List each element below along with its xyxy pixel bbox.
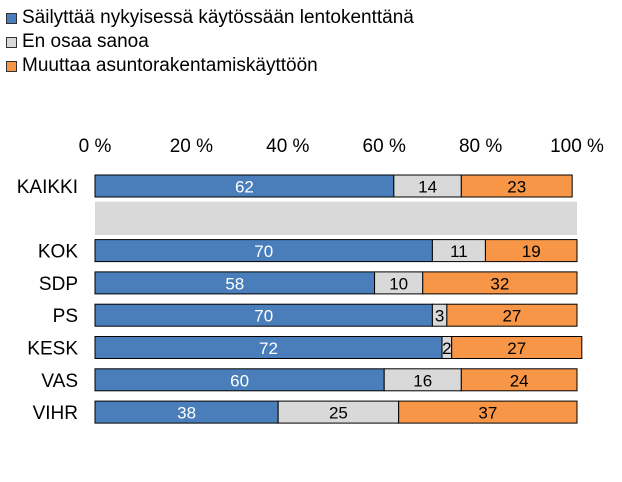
x-tick-label: 80 %	[459, 136, 502, 157]
separator-band	[95, 201, 577, 235]
data-label: 37	[478, 404, 497, 423]
x-tick-label: 20 %	[170, 136, 213, 157]
legend-item-housing: Muuttaa asuntorakentamiskäyttöön	[6, 54, 414, 78]
x-tick-label: 60 %	[363, 136, 406, 157]
data-label: 23	[507, 178, 526, 197]
category-label: VAS	[41, 371, 78, 392]
data-label: 19	[522, 242, 541, 261]
category-label: KOK	[38, 242, 78, 263]
data-label: 60	[230, 371, 249, 390]
bar-segment	[460, 368, 578, 392]
legend-item-unsure: En osaa sanoa	[6, 30, 414, 54]
category-label: PS	[53, 306, 78, 327]
data-label: 58	[225, 274, 244, 293]
x-tick-label: 40 %	[266, 136, 309, 157]
x-tick-label: 0 %	[79, 136, 112, 157]
data-label: 2	[442, 339, 451, 358]
data-label: 14	[418, 178, 437, 197]
category-label: VIHR	[33, 403, 78, 424]
data-label: 32	[490, 274, 509, 293]
data-label: 25	[329, 404, 348, 423]
bar-segment	[460, 174, 573, 198]
legend-swatch-keep	[6, 12, 17, 24]
data-label: 10	[389, 274, 408, 293]
data-label: 70	[254, 242, 273, 261]
legend-swatch-housing	[6, 60, 17, 72]
data-label: 72	[259, 339, 278, 358]
data-label: 24	[510, 371, 529, 390]
bar-segment	[422, 271, 578, 295]
legend-item-keep: Säilyttää nykyisessä käytössään lentoken…	[6, 6, 414, 30]
category-label: KAIKKI	[17, 177, 78, 198]
bar-segment	[446, 303, 578, 327]
category-label: SDP	[39, 274, 78, 295]
legend-label-housing: Muuttaa asuntorakentamiskäyttöön	[22, 55, 318, 76]
legend-label-unsure: En osaa sanoa	[22, 31, 149, 52]
legend-label-keep: Säilyttää nykyisessä käytössään lentoken…	[22, 7, 414, 28]
bar-segment	[451, 336, 583, 359]
legend-swatch-unsure	[6, 36, 17, 48]
category-label: KESK	[27, 339, 78, 360]
bar-segment	[398, 400, 578, 424]
data-label: 62	[235, 178, 254, 197]
data-label: 38	[177, 404, 196, 423]
data-label: 70	[254, 307, 273, 326]
data-label: 27	[507, 339, 526, 358]
data-label: 11	[450, 242, 468, 261]
x-tick-label: 100 %	[550, 136, 604, 157]
data-label: 16	[413, 371, 432, 390]
bar-segment	[484, 239, 578, 263]
data-label: 27	[502, 307, 521, 326]
legend: Säilyttää nykyisessä käytössään lentoken…	[6, 6, 414, 78]
data-label: 3	[435, 307, 444, 326]
